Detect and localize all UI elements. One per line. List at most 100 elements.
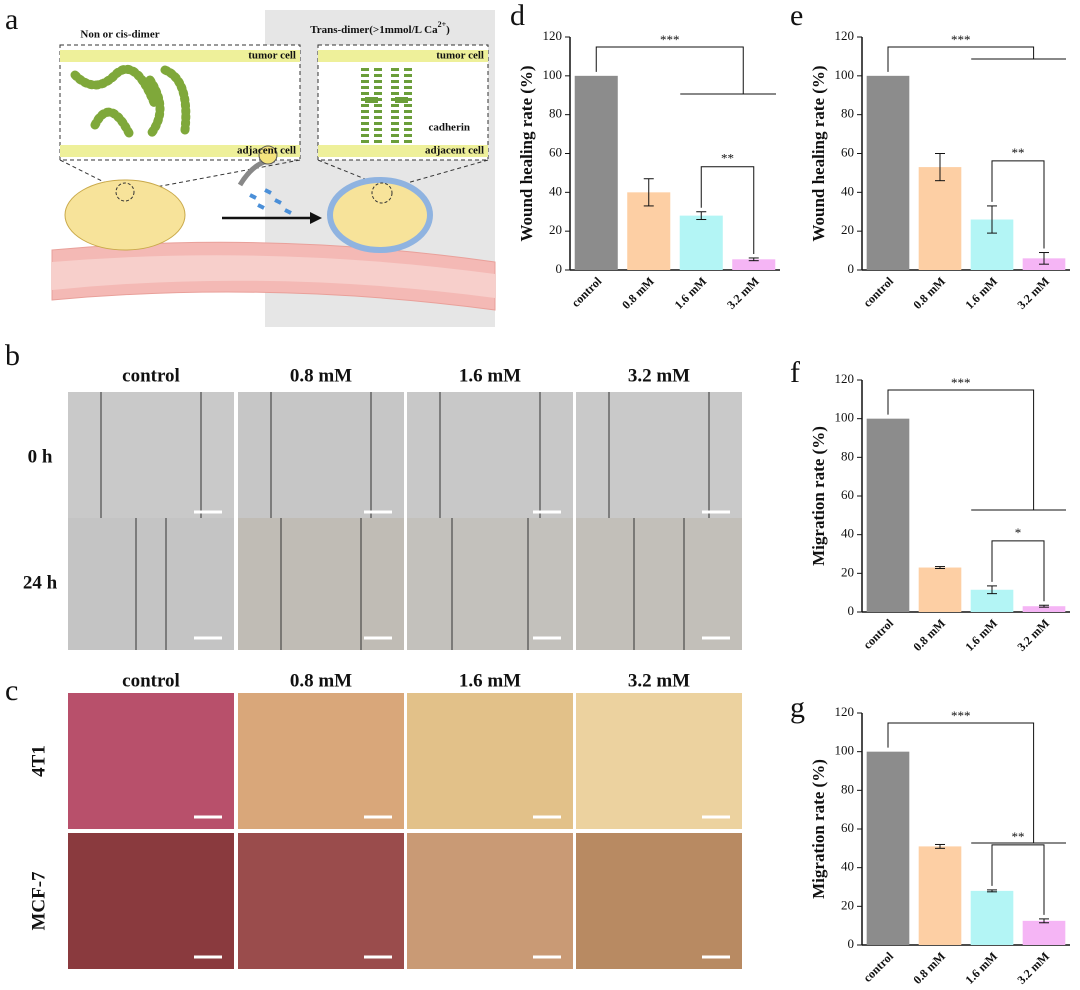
x-tick-label: 1.6 mM <box>962 616 1000 654</box>
bracket <box>700 166 755 254</box>
y-tick-label: 0 <box>848 936 855 951</box>
y-tick-label: 100 <box>835 410 855 425</box>
y-tick-label: 40 <box>841 859 854 874</box>
y-tick-label: 100 <box>835 67 855 82</box>
micrograph <box>576 693 742 829</box>
bar <box>918 846 962 945</box>
bar <box>866 75 910 270</box>
x-tick-label: 0.8 mM <box>910 274 948 312</box>
row-label: 24 h <box>23 572 58 593</box>
y-tick-label: 100 <box>543 67 563 82</box>
x-tick-label: 1.6 mM <box>672 274 710 312</box>
label: tumor cell <box>248 50 296 62</box>
micrograph <box>68 518 234 650</box>
x-tick-label: 3.2 mM <box>1014 616 1052 654</box>
micrograph <box>407 693 573 829</box>
bracket <box>991 540 1045 602</box>
x-tick-label: control <box>860 949 896 985</box>
column-label: 3.2 mM <box>628 365 690 386</box>
label: adjacent cell <box>237 145 296 157</box>
bar <box>732 259 776 270</box>
panel-label: d <box>510 0 525 32</box>
diagram-title: Trans-dimer(>1mmol/L Ca2+) <box>310 20 450 35</box>
bar <box>918 167 962 270</box>
label: tumor cell <box>436 50 484 62</box>
x-tick-label: control <box>569 274 605 310</box>
title-part: ) <box>446 24 450 36</box>
bracket <box>991 160 1045 249</box>
panel-a-diagram <box>51 10 496 327</box>
y-tick-label: 0 <box>556 261 563 276</box>
x-tick-label: 1.6 mM <box>962 949 1000 987</box>
title-part: 2+ <box>438 20 447 29</box>
x-tick-label: 0.8 mM <box>910 616 948 654</box>
y-tick-label: 120 <box>835 704 855 719</box>
y-tick-label: 80 <box>549 106 562 121</box>
significance: ** <box>721 151 734 166</box>
micrograph <box>576 518 742 650</box>
column-label: 0.8 mM <box>290 365 352 386</box>
column-label: 1.6 mM <box>459 365 521 386</box>
bar <box>574 75 618 270</box>
y-tick-label: 0 <box>848 603 855 618</box>
y-tick-label: 20 <box>549 222 562 237</box>
bar <box>970 890 1014 945</box>
bracket <box>595 46 744 94</box>
micrograph <box>407 392 573 524</box>
y-tick-label: 0 <box>848 261 855 276</box>
x-tick-label: 0.8 mM <box>910 949 948 987</box>
panel-label: c <box>5 674 18 707</box>
label: cadherin <box>428 122 470 134</box>
panel-label: e <box>790 0 803 32</box>
row-label: MCF-7 <box>28 871 49 931</box>
y-tick-label: 40 <box>841 183 854 198</box>
micrograph <box>238 518 404 650</box>
bar <box>866 418 910 612</box>
significance: *** <box>660 32 680 47</box>
bar <box>1022 920 1066 945</box>
micrograph <box>238 833 404 969</box>
bracket <box>887 722 1035 843</box>
y-tick-label: 60 <box>841 820 854 835</box>
micrographs <box>68 392 742 969</box>
column-label: 3.2 mM <box>628 670 690 691</box>
title-part: Trans-dimer(>1mmol/L Ca <box>310 24 438 36</box>
y-tick-label: 40 <box>549 183 562 198</box>
x-tick-label: 1.6 mM <box>962 274 1000 312</box>
micrograph <box>407 833 573 969</box>
x-tick-label: control <box>860 274 896 310</box>
micrograph <box>68 833 234 969</box>
y-axis-label: Wound healing rate (%) <box>809 65 828 241</box>
significance: ** <box>1012 145 1025 160</box>
significance: * <box>1015 525 1022 540</box>
y-tick-label: 80 <box>841 781 854 796</box>
label: adjacent cell <box>425 145 484 157</box>
y-tick-label: 120 <box>835 28 855 43</box>
y-tick-label: 100 <box>835 743 855 758</box>
micrograph <box>576 392 742 524</box>
y-tick-label: 20 <box>841 564 854 579</box>
micrograph <box>576 833 742 969</box>
bar <box>1022 606 1066 612</box>
y-tick-label: 60 <box>841 487 854 502</box>
panel-label: a <box>5 3 18 36</box>
column-label: control <box>122 670 180 691</box>
micrograph <box>407 518 573 650</box>
x-tick-label: 0.8 mM <box>619 274 657 312</box>
micrograph <box>238 693 404 829</box>
bar <box>679 215 723 270</box>
y-tick-label: 120 <box>835 371 855 386</box>
x-tick-label: 3.2 mM <box>1014 274 1052 312</box>
y-axis-label: Migration rate (%) <box>809 426 828 566</box>
column-label: control <box>122 365 180 386</box>
diagram-title: Non or cis-dimer <box>80 29 159 41</box>
bar <box>970 589 1014 612</box>
panel-label: f <box>790 356 800 389</box>
bar <box>866 751 910 945</box>
column-label: 0.8 mM <box>290 670 352 691</box>
y-tick-label: 60 <box>549 144 562 159</box>
y-tick-label: 20 <box>841 222 854 237</box>
y-tick-label: 60 <box>841 144 854 159</box>
significance: ** <box>1012 829 1025 844</box>
